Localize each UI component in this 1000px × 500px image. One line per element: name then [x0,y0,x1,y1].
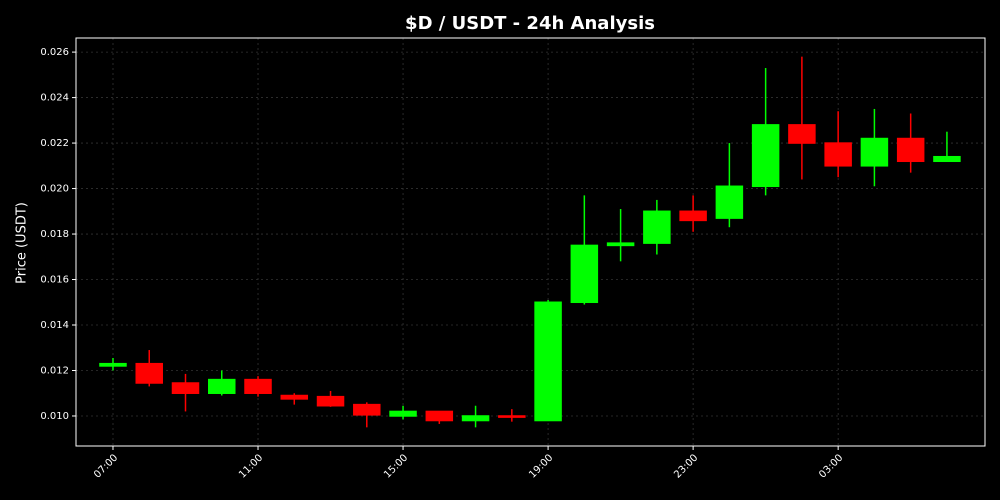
y-tick-label: 0.012 [40,365,69,376]
plot-frame [75,37,986,447]
candle-body [824,142,852,167]
candle-body [788,124,816,144]
y-tick-label: 0.024 [40,93,69,104]
y-tick-label: 0.010 [40,411,69,422]
y-tick-label: 0.022 [40,138,69,149]
candle-body [679,210,707,222]
candle-body [751,124,780,188]
candle-body [425,410,454,422]
candle-body [933,155,961,163]
candle-body [498,415,526,418]
y-tick-label: 0.014 [40,320,69,331]
candle-body [534,301,562,422]
candle-body [643,210,671,244]
y-tick-label: 0.016 [40,275,69,286]
candle-body [280,394,309,400]
chart-title: $D / USDT - 24h Analysis [405,13,655,34]
candle-body [389,410,417,417]
candle-body [860,137,889,167]
candle-body [606,242,635,247]
y-axis-label: Price (USDT) [15,202,30,284]
y-tick-label: 0.018 [40,229,69,240]
candle-body [316,395,345,407]
candle-body [715,185,744,219]
candle-body [208,378,236,394]
candle-body [353,403,381,416]
y-tick-label: 0.020 [40,184,69,195]
y-tick-label: 0.026 [40,47,69,58]
candle-body [896,137,925,163]
candle-body [244,378,272,394]
candle-body [99,362,127,367]
candle-body [135,362,163,384]
candle-body [171,382,200,394]
candle-body [461,415,490,422]
candle-body [570,244,599,304]
